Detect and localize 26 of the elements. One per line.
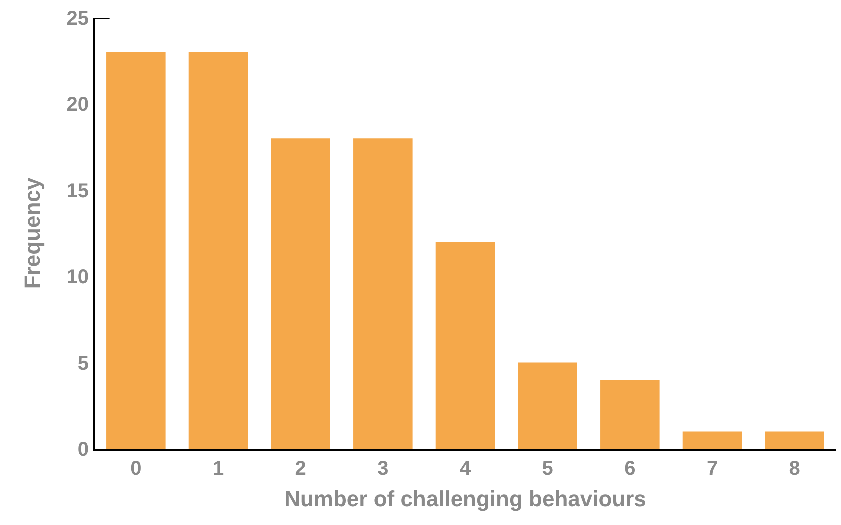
bar xyxy=(354,138,413,449)
bar xyxy=(600,380,660,449)
x-tick-label: 8 xyxy=(789,458,800,480)
y-tick-label: 15 xyxy=(66,180,89,202)
x-tick-label: 3 xyxy=(378,458,389,480)
y-tick-label: 5 xyxy=(78,352,89,375)
x-tick-label: 4 xyxy=(460,458,472,480)
bar xyxy=(271,138,330,449)
y-tick-label: 20 xyxy=(66,94,89,116)
bar xyxy=(188,52,248,449)
x-tick-label: 6 xyxy=(624,458,636,480)
bar xyxy=(106,52,166,449)
y-tick-label: 25 xyxy=(66,8,89,30)
x-tick-label: 0 xyxy=(130,458,142,480)
x-axis-title: Number of challenging behaviours xyxy=(284,486,646,512)
y-tick-label: 0 xyxy=(78,439,89,461)
bar xyxy=(765,432,824,449)
bar xyxy=(518,362,578,449)
bar xyxy=(436,242,496,449)
x-tick-label: 1 xyxy=(212,458,224,480)
y-axis-title: Frequency xyxy=(20,177,46,290)
x-tick-label: 7 xyxy=(706,458,718,480)
x-tick-label: 5 xyxy=(542,458,554,480)
bar xyxy=(682,432,742,449)
x-tick-label: 2 xyxy=(295,458,306,480)
y-tick-label: 10 xyxy=(66,266,89,289)
